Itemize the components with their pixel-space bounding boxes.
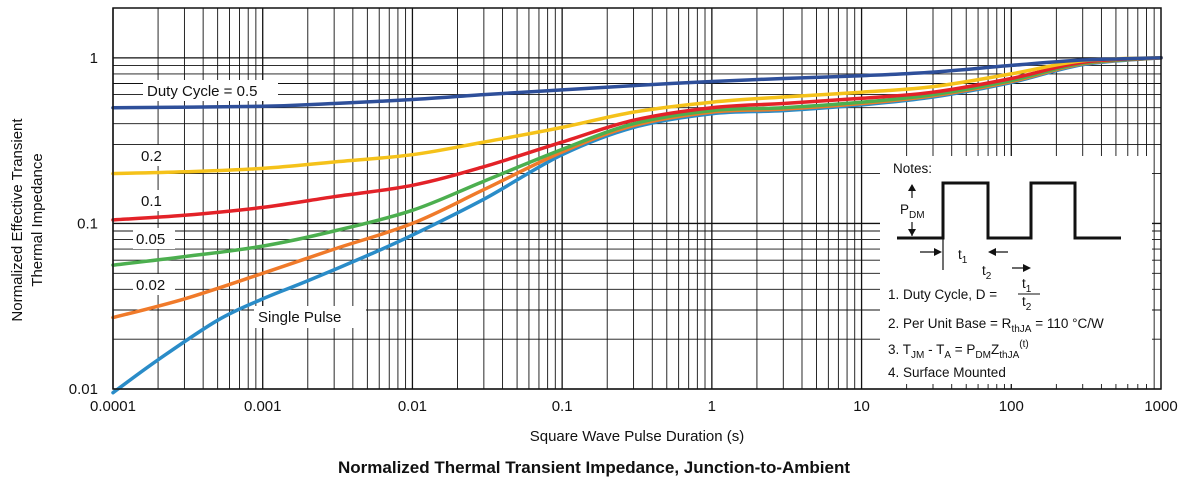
note-3: 3. TJM - TA = PDMZthJA(t) bbox=[888, 339, 1029, 361]
series-line-0-1 bbox=[111, 56, 1163, 222]
note-1: 1. Duty Cycle, D = bbox=[888, 287, 997, 302]
label-duty-05: Duty Cycle = 0.5 bbox=[147, 83, 257, 100]
x-tick-label: 1000 bbox=[1144, 398, 1177, 415]
note-2: 2. Per Unit Base = RthJA = 110 °C/W bbox=[888, 316, 1104, 335]
t1-label: t1 bbox=[958, 247, 968, 266]
t1-arrow-head-right bbox=[988, 248, 996, 256]
label-bg-01 bbox=[137, 190, 171, 211]
y-axis-title-line2: Thermal Impedance bbox=[29, 153, 46, 286]
x-tick-label: 100 bbox=[999, 398, 1024, 415]
y-tick-label: 1 bbox=[90, 50, 98, 67]
label-002: 0.02 bbox=[136, 277, 165, 294]
t2-arrow-head-right bbox=[1023, 264, 1031, 272]
t1-arrow-head-left bbox=[934, 248, 942, 256]
notes-background bbox=[880, 156, 1152, 384]
series-line-0-05 bbox=[111, 56, 1163, 267]
y-tick-label: 0.01 bbox=[69, 381, 98, 398]
tick-labels: 0.0001 0.001 0.01 0.1 1 10 100 1000 0.01 0.1 1 bbox=[69, 50, 1178, 415]
x-tick-label: 0.001 bbox=[244, 398, 282, 415]
label-02: 0.2 bbox=[141, 148, 162, 165]
pdm-arrow-head-top bbox=[908, 184, 916, 191]
plot-frame bbox=[112, 7, 1162, 390]
x-tick-label: 10 bbox=[853, 398, 870, 415]
note-4: 4. Surface Mounted bbox=[888, 365, 1006, 380]
label-bg-002 bbox=[133, 274, 175, 295]
note-1-denominator: t2 bbox=[1022, 294, 1032, 313]
x-axis-title: Square Wave Pulse Duration (s) bbox=[530, 428, 745, 445]
label-bg-02 bbox=[137, 145, 171, 166]
x-tick-label: 0.1 bbox=[552, 398, 573, 415]
label-single-pulse: Single Pulse bbox=[258, 309, 341, 326]
pdm-arrow-head-bottom bbox=[908, 229, 916, 236]
label-bg-single bbox=[254, 306, 366, 328]
label-01: 0.1 bbox=[141, 193, 162, 210]
label-bg-005 bbox=[133, 228, 175, 249]
notes-box: Notes: PDM t1 t2 1. Duty Cycle, D = t1 bbox=[880, 156, 1152, 384]
x-tick-label: 1 bbox=[708, 398, 716, 415]
t2-label: t2 bbox=[982, 263, 992, 282]
series-line-0-2 bbox=[111, 56, 1163, 176]
label-bg-duty-05 bbox=[143, 80, 278, 101]
grid bbox=[112, 7, 1161, 390]
x-tick-label: 0.0001 bbox=[90, 398, 136, 415]
pdm-label: PDM bbox=[900, 202, 925, 221]
note-1-numerator: t1 bbox=[1022, 276, 1032, 295]
notes-title: Notes: bbox=[893, 161, 932, 176]
series-line-duty-cycle-0-5 bbox=[111, 56, 1163, 110]
chart-caption: Normalized Thermal Transient Impedance, … bbox=[338, 458, 850, 477]
y-tick-label: 0.1 bbox=[77, 215, 98, 232]
label-005: 0.05 bbox=[136, 231, 165, 248]
pulse-waveform bbox=[897, 181, 1121, 240]
series-lines bbox=[111, 56, 1163, 395]
x-tick-label: 0.01 bbox=[398, 398, 427, 415]
series-labels: Duty Cycle = 0.5 0.2 0.1 0.05 0.02 Singl… bbox=[133, 80, 366, 328]
y-axis-title-line1: Normalized Effective Transient bbox=[9, 118, 26, 322]
